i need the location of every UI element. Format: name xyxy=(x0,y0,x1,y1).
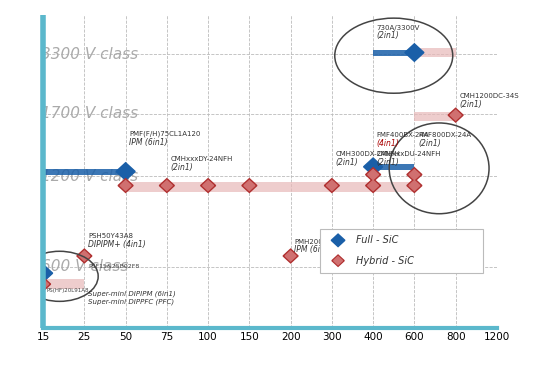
Text: PMF(F/H)75CL1A120: PMF(F/H)75CL1A120 xyxy=(129,131,201,137)
Polygon shape xyxy=(120,180,131,190)
Text: PSF15&25B02F8: PSF15&25B02F8 xyxy=(88,264,139,269)
Bar xyxy=(126,182,415,192)
FancyBboxPatch shape xyxy=(320,230,483,273)
Polygon shape xyxy=(242,179,257,192)
Text: PMH200CS1D060: PMH200CS1D060 xyxy=(294,239,355,245)
Polygon shape xyxy=(333,257,343,265)
Text: (2in1): (2in1) xyxy=(170,163,193,172)
Bar xyxy=(373,164,415,170)
Polygon shape xyxy=(34,264,53,282)
Text: (2in1): (2in1) xyxy=(377,158,400,167)
Text: FMF400BX-24A: FMF400BX-24A xyxy=(377,132,429,138)
Polygon shape xyxy=(364,158,383,176)
Bar xyxy=(43,169,126,174)
Polygon shape xyxy=(201,179,215,192)
Polygon shape xyxy=(202,180,214,190)
Polygon shape xyxy=(79,251,90,261)
Polygon shape xyxy=(409,170,420,180)
Text: Full - SiC: Full - SiC xyxy=(356,235,398,245)
Polygon shape xyxy=(77,249,92,263)
Text: PSH50Y43A8: PSH50Y43A8 xyxy=(88,232,133,238)
Text: (2in1): (2in1) xyxy=(459,100,482,109)
Polygon shape xyxy=(244,180,255,190)
Polygon shape xyxy=(283,249,298,263)
Polygon shape xyxy=(324,179,339,192)
Polygon shape xyxy=(332,255,344,266)
Text: CMHxxxDY-24NFH: CMHxxxDY-24NFH xyxy=(170,156,233,162)
Polygon shape xyxy=(116,163,135,180)
Text: CMHxxxDU-24NFH: CMHxxxDU-24NFH xyxy=(377,151,441,157)
Polygon shape xyxy=(331,234,345,247)
Text: 600 V class: 600 V class xyxy=(41,259,128,275)
Text: FMF800DX-24A: FMF800DX-24A xyxy=(418,132,471,138)
Text: Super-mini DIPIPM (6in1): Super-mini DIPIPM (6in1) xyxy=(88,290,176,297)
Polygon shape xyxy=(118,179,133,192)
Text: (2in1): (2in1) xyxy=(336,158,358,167)
Text: IPM (6in1): IPM (6in1) xyxy=(294,245,333,254)
Text: (2in1): (2in1) xyxy=(377,32,400,41)
Polygon shape xyxy=(368,180,379,190)
Polygon shape xyxy=(409,180,420,190)
Text: (2in1): (2in1) xyxy=(418,140,441,148)
Polygon shape xyxy=(326,180,337,190)
Polygon shape xyxy=(285,251,296,261)
Text: 1200 V class: 1200 V class xyxy=(41,169,138,184)
Polygon shape xyxy=(405,44,424,61)
Text: Hybrid - SiC: Hybrid - SiC xyxy=(356,256,414,266)
Bar xyxy=(373,50,415,56)
Polygon shape xyxy=(366,179,381,192)
Polygon shape xyxy=(35,277,50,291)
Polygon shape xyxy=(407,168,422,182)
Bar xyxy=(43,279,84,289)
Bar xyxy=(415,48,455,57)
Polygon shape xyxy=(450,110,461,120)
Text: CMH300DX-24NFH: CMH300DX-24NFH xyxy=(336,151,401,157)
Polygon shape xyxy=(366,168,381,182)
Text: 730A/3300V: 730A/3300V xyxy=(377,25,420,31)
Text: 3300 V class: 3300 V class xyxy=(41,46,138,62)
Polygon shape xyxy=(38,279,48,289)
Text: DIPIPM+ (4in1): DIPIPM+ (4in1) xyxy=(88,240,146,248)
Bar xyxy=(415,112,455,121)
Polygon shape xyxy=(448,108,463,122)
Text: (4in1): (4in1) xyxy=(377,140,400,148)
Text: 1700 V class: 1700 V class xyxy=(41,106,138,121)
Text: Super-mini DIPPFC (PFC): Super-mini DIPPFC (PFC) xyxy=(88,298,174,305)
Text: PS(HF)20L91A8,: PS(HF)20L91A8, xyxy=(47,288,91,293)
Polygon shape xyxy=(162,180,172,190)
Polygon shape xyxy=(159,179,175,192)
Text: CMH1200DC-34S: CMH1200DC-34S xyxy=(459,93,519,99)
Polygon shape xyxy=(407,179,422,192)
Polygon shape xyxy=(368,170,379,180)
Text: IPM (6in1): IPM (6in1) xyxy=(129,138,168,147)
